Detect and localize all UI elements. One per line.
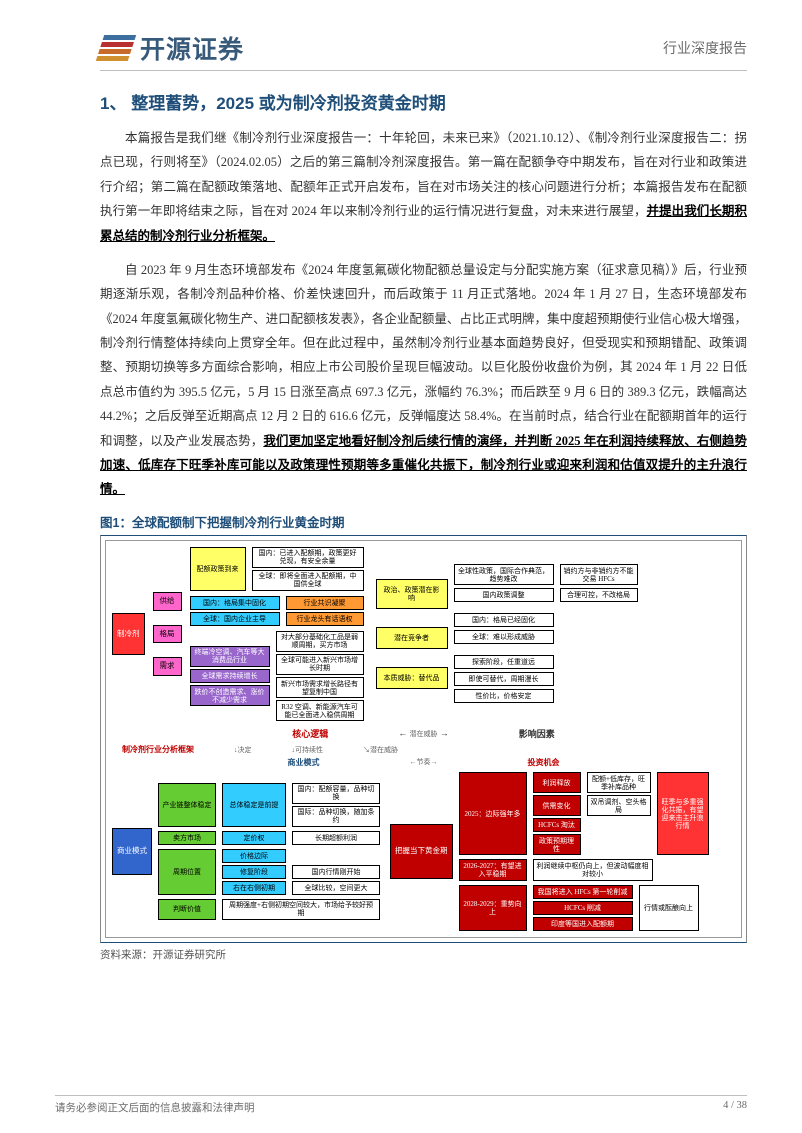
p2l-a2: 国内：配额容量，品种切换 xyxy=(292,783,380,804)
rt-h1a: 全球性政策，国际合作典范，趋势难改 xyxy=(454,564,554,585)
paragraph-2: 自 2023 年 9 月生态环境部发布《2024 年度氢氟碳化物配额总量设定与分… xyxy=(100,258,747,502)
demand-c1: R32 空调、新能源汽车可能已全面进入稳供周期 xyxy=(276,700,364,721)
p2l-a3: 国际：品种切换，随加条约 xyxy=(292,806,380,827)
demand-a1: 对大部分基础化工品是弱顺周期，买方市场 xyxy=(276,631,364,652)
supply-b: 行业共识凝聚 xyxy=(286,596,364,610)
p2r-a4: 政策预期理性 xyxy=(533,834,581,855)
rt-h3c: 性价比，价格安定 xyxy=(454,689,554,703)
demand-a2: 全球可能进入新兴市场增长时期 xyxy=(276,654,364,675)
supply-a: 配额政策到来 xyxy=(190,547,246,591)
rt-h1b: 国内政策调整 xyxy=(454,588,554,602)
page-number: 4 / 38 xyxy=(723,1100,747,1115)
demand-c: 跌价不创造需求、涨价不减少需求 xyxy=(190,685,270,706)
rt-h2b: 全球：难以形成威胁 xyxy=(454,630,554,644)
section-title: 1、 整理蓄势，2025 或为制冷剂投资黄金时期 xyxy=(100,89,747,114)
supply-a2: 全球：即将全面进入配额期，中国供全球 xyxy=(252,570,364,591)
demand-node: 需求 xyxy=(153,657,182,676)
footer-disclaimer: 请务必参阅正文后面的信息披露和法律声明 xyxy=(55,1100,255,1115)
p2r-a2n: 双吊调剂、空头格局 xyxy=(587,795,651,816)
p2r-c: 2028-2029：重势向上 xyxy=(459,885,527,931)
rt-h1b1: 合理可控，不改格局 xyxy=(560,588,638,602)
rt-h3a: 探索阶段，任重道远 xyxy=(454,655,554,669)
mid-inv: 投资机会 xyxy=(528,757,560,768)
p2r-a3: HCFCs 淘汰 xyxy=(533,818,581,832)
pattern-node: 格局 xyxy=(153,625,182,644)
p2r-a1n: 配额+低库存，旺季补库品种 xyxy=(587,772,651,793)
mid-season: 节奏 xyxy=(417,758,431,766)
mid-risk: 潜在威胁 xyxy=(410,730,438,738)
p2r-a2: 供需变化 xyxy=(533,795,581,816)
document-type: 行业深度报告 xyxy=(663,38,747,58)
figure-source: 资料来源：开源证券研究所 xyxy=(100,947,747,962)
p2l-a: 产业链整体稳定 xyxy=(158,783,216,827)
p2r-c2: HCFCs 削减 xyxy=(533,901,633,915)
p2l-c2: 修复阶段 xyxy=(222,865,286,879)
para2-text: 自 2023 年 9 月生态环境部发布《2024 年度氢氟碳化物配额总量设定与分… xyxy=(100,263,747,448)
p2r-root: 把握当下黄金期 xyxy=(390,824,453,879)
p2l-c3: 右在右侧初期 xyxy=(222,881,286,895)
demand-a: 终端冷空调、汽车等大消费品行业 xyxy=(190,646,270,667)
header-divider xyxy=(100,70,747,71)
rt-h3b: 即使可替代，周期漫长 xyxy=(454,672,554,686)
paragraph-1: 本篇报告是我们继《制冷剂行业深度报告一：十年轮回，未来已来》（2021.10.1… xyxy=(100,126,747,248)
p2r-b: 2026-2027：有望进入平稳期 xyxy=(459,859,527,880)
p2r-c1: 我国将进入 HFCs 第一轮削减 xyxy=(533,885,633,899)
supply-node: 供给 xyxy=(153,592,182,611)
pattern-a: 国内：格局集中固化 xyxy=(190,596,280,610)
company-logo: 开源证券 xyxy=(100,30,244,66)
mid-framework: 制冷剂行业分析框架 xyxy=(122,744,194,755)
p2l-d: 判断价值 xyxy=(158,899,216,920)
p2r-b1: 利润继续中枢仍向上，但波动幅度相对较小 xyxy=(533,859,653,880)
p2l-root: 商业模式 xyxy=(112,828,152,875)
demand-b1: 新兴市场需求增长路径有望复制中国 xyxy=(276,677,364,698)
supply-c: 行业龙头有话语权 xyxy=(286,612,364,626)
mid-risk2: 潜在威胁 xyxy=(370,746,398,754)
rt-h1: 政治、政策潜在影响 xyxy=(376,579,448,609)
pattern-b: 全球：国内企业主导 xyxy=(190,612,280,626)
p2l-b1: 定价权 xyxy=(222,831,286,845)
rt-h2a: 国内：格局已经固化 xyxy=(454,613,554,627)
mid-biz: 商业模式 xyxy=(288,757,320,768)
mid-sustain: 可持续性 xyxy=(295,746,323,754)
figure-caption: 图1：全球配额制下把握制冷剂行业黄金时期 xyxy=(100,512,747,531)
p2l-c: 周期位置 xyxy=(158,849,216,895)
mid-decide: 决定 xyxy=(238,746,252,754)
flowchart: 制冷剂 供给 格局 需求 配额政策到来 国内：已进入配额期，政策更好兑现，有安全… xyxy=(105,540,742,938)
p2l-c1: 价格边际 xyxy=(222,849,286,863)
p2l-b2: 长期超额利润 xyxy=(292,831,380,845)
p2l-d1: 周期强度+右侧初期空间较大，市场给予较好预期 xyxy=(222,899,380,920)
company-name: 开源证券 xyxy=(140,30,244,66)
root-node: 制冷剂 xyxy=(112,613,145,656)
rt-h2: 潜在竞争者 xyxy=(376,627,448,649)
section-heading: 整理蓄势，2025 或为制冷剂投资黄金时期 xyxy=(131,94,446,113)
p2r-a: 2025：边际强年多 xyxy=(459,772,527,855)
p2r-a1: 利润释放 xyxy=(533,772,581,793)
p2r-cn: 行情或酝酿向上 xyxy=(639,885,699,931)
demand-b: 全球需求持续增长 xyxy=(190,669,270,683)
p2l-c3a: 国内行情刚开始 xyxy=(292,865,380,879)
mid-factor: 影响因素 xyxy=(519,727,555,740)
p2l-a1: 总体稳定是前提 xyxy=(222,783,286,827)
rt-h3: 本质威胁：替代品 xyxy=(376,667,448,689)
mid-core: 核心逻辑 xyxy=(292,727,328,740)
supply-a1: 国内：已进入配额期，政策更好兑现，有安全余量 xyxy=(252,547,364,568)
section-number: 1、 xyxy=(100,94,126,113)
flowchart-container: 制冷剂 供给 格局 需求 配额政策到来 国内：已进入配额期，政策更好兑现，有安全… xyxy=(100,535,747,943)
p2l-c3b: 全球比较，空间更大 xyxy=(292,881,380,895)
p2r-c3: 印度等国进入配额期 xyxy=(533,917,633,931)
p2l-b: 卖方市场 xyxy=(158,831,216,845)
p2r-side: 旺季与多重强化共振，有望迎来击主升浪行情 xyxy=(657,772,709,855)
rt-h1a1: 销约方与非销约方不能交易 HFCs xyxy=(560,564,638,585)
logo-icon xyxy=(95,32,137,64)
